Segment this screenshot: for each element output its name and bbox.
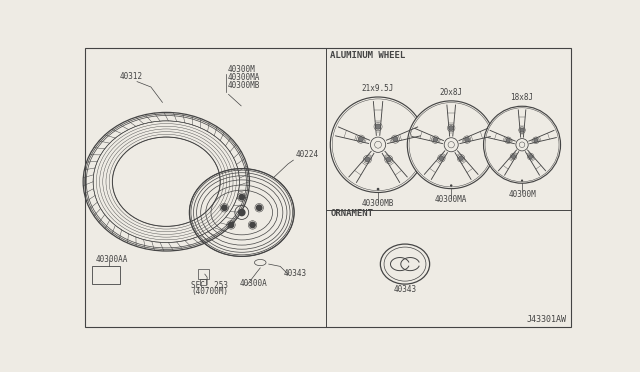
Bar bbox=[92, 266, 120, 284]
Text: 40224: 40224 bbox=[296, 150, 319, 159]
Circle shape bbox=[250, 222, 255, 228]
Text: 40300A: 40300A bbox=[239, 279, 268, 288]
Circle shape bbox=[465, 137, 470, 142]
Circle shape bbox=[371, 137, 386, 153]
Circle shape bbox=[238, 209, 246, 217]
Circle shape bbox=[376, 124, 381, 129]
Ellipse shape bbox=[409, 103, 493, 187]
Circle shape bbox=[449, 126, 454, 131]
Ellipse shape bbox=[485, 108, 559, 182]
Circle shape bbox=[433, 137, 438, 142]
Circle shape bbox=[239, 195, 244, 200]
Text: J43301AW: J43301AW bbox=[527, 315, 566, 324]
Text: 40300MB: 40300MB bbox=[228, 81, 260, 90]
Text: 21x9.5J: 21x9.5J bbox=[362, 84, 394, 93]
Bar bbox=[198, 269, 209, 279]
Circle shape bbox=[534, 138, 538, 142]
Text: 40343: 40343 bbox=[394, 285, 417, 294]
Circle shape bbox=[444, 138, 458, 152]
Text: 40300M: 40300M bbox=[228, 65, 255, 74]
Circle shape bbox=[228, 222, 234, 228]
Circle shape bbox=[519, 142, 525, 148]
Circle shape bbox=[506, 138, 510, 142]
Text: 40300AA: 40300AA bbox=[95, 255, 128, 264]
Text: 40300MA: 40300MA bbox=[228, 73, 260, 82]
Circle shape bbox=[520, 128, 524, 132]
Circle shape bbox=[450, 185, 452, 187]
Text: (40700M): (40700M) bbox=[191, 287, 228, 296]
Text: ALUMINUM WHEEL: ALUMINUM WHEEL bbox=[330, 51, 406, 61]
Text: 40300MB: 40300MB bbox=[362, 199, 394, 208]
Circle shape bbox=[521, 179, 523, 182]
Text: 40300MA: 40300MA bbox=[435, 196, 467, 205]
Circle shape bbox=[221, 205, 227, 211]
Circle shape bbox=[377, 188, 380, 190]
Circle shape bbox=[393, 137, 398, 142]
Text: 40312: 40312 bbox=[120, 72, 143, 81]
Circle shape bbox=[516, 139, 528, 151]
Circle shape bbox=[511, 154, 516, 159]
Ellipse shape bbox=[484, 106, 561, 183]
Circle shape bbox=[358, 137, 364, 142]
Ellipse shape bbox=[330, 97, 426, 192]
Text: 40300M: 40300M bbox=[508, 190, 536, 199]
Text: 18x8J: 18x8J bbox=[511, 93, 534, 102]
Circle shape bbox=[386, 157, 391, 162]
Circle shape bbox=[257, 205, 262, 211]
Text: 40343: 40343 bbox=[284, 269, 307, 278]
Circle shape bbox=[448, 142, 454, 148]
Text: SEC. 253: SEC. 253 bbox=[191, 281, 228, 290]
Circle shape bbox=[439, 156, 444, 161]
Text: 20x8J: 20x8J bbox=[440, 88, 463, 97]
Ellipse shape bbox=[332, 99, 424, 190]
Circle shape bbox=[374, 141, 381, 148]
Circle shape bbox=[529, 154, 532, 159]
Bar bbox=[200, 279, 206, 285]
Circle shape bbox=[365, 157, 370, 162]
Text: ORNAMENT: ORNAMENT bbox=[330, 209, 373, 218]
Ellipse shape bbox=[407, 101, 495, 189]
Circle shape bbox=[459, 156, 463, 161]
